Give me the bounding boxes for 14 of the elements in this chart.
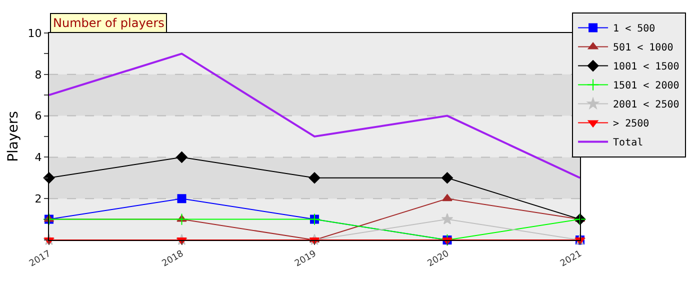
y-tick-label: 8 <box>34 68 42 82</box>
y-tick-label: 4 <box>34 151 42 164</box>
legend-label: 501 < 1000 <box>613 42 674 54</box>
legend-label: 1501 < 2000 <box>613 80 680 92</box>
y-tick-label: 6 <box>34 110 42 123</box>
y-tick-label: 10 <box>28 26 42 40</box>
legend-label: 1 < 500 <box>613 24 656 35</box>
legend-label: 1001 < 1500 <box>613 62 680 73</box>
y-tick-label: 2 <box>34 192 42 206</box>
legend-label: 2001 < 2500 <box>613 100 680 111</box>
legend-label: Total <box>613 138 644 149</box>
y-axis-title: Players <box>5 111 22 162</box>
legend-label: > 2500 <box>613 118 650 130</box>
chart-title: Number of players <box>53 16 164 30</box>
